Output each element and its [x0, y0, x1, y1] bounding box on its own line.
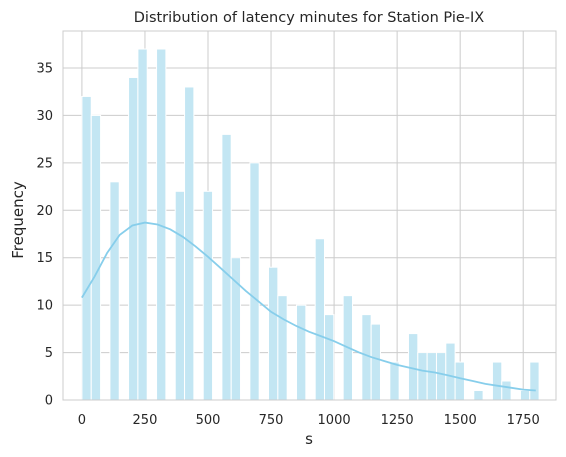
plot-frame	[62, 30, 557, 401]
plot-area: 0 250 500 750 1000 1250 1500 1750 0 5 10 15 20 25 30 35	[36, 30, 557, 428]
histogram-bar	[81, 95, 92, 401]
histogram-bar	[202, 190, 214, 401]
histogram-bar	[90, 114, 102, 401]
histogram-bar	[435, 352, 447, 401]
x-tick-label: 750	[259, 413, 284, 428]
y-tick-label: 5	[45, 346, 53, 361]
histogram-bar	[454, 361, 465, 401]
y-tick-label: 25	[36, 156, 53, 171]
histogram-bar	[296, 304, 307, 401]
y-tick-label: 0	[45, 394, 53, 409]
y-tick-label: 30	[36, 109, 53, 124]
histogram-bar	[426, 352, 437, 401]
histogram-bar	[221, 133, 232, 401]
x-tick-label: 1750	[507, 413, 540, 428]
histogram-bar	[473, 390, 484, 401]
chart-title: Distribution of latency minutes for Stat…	[134, 10, 485, 26]
x-axis-label: s	[305, 430, 313, 448]
y-tick-label: 35	[36, 61, 53, 76]
histogram-bar	[109, 181, 120, 401]
histogram-bar	[370, 323, 381, 401]
histogram-bar	[268, 266, 279, 401]
histogram-bar	[389, 361, 400, 401]
y-tick-label: 10	[36, 299, 53, 314]
histogram-bar	[324, 314, 335, 401]
x-tick-label: 1250	[381, 413, 414, 428]
histogram-bar	[277, 295, 288, 401]
x-tick-label: 0	[78, 413, 86, 428]
histogram-bar	[501, 380, 512, 401]
histogram-bar	[529, 361, 540, 401]
y-tick-label: 20	[36, 204, 53, 219]
histogram-bar	[174, 190, 186, 401]
histogram-bar	[314, 238, 326, 401]
x-tick-label: 500	[196, 413, 221, 428]
histogram-bar	[519, 390, 531, 401]
y-tick-label: 15	[36, 251, 53, 266]
histogram-bar	[445, 342, 456, 401]
histogram-bar	[128, 76, 139, 401]
histogram-bar	[407, 333, 419, 401]
kde-curve	[81, 221, 536, 392]
y-axis-label: Frequency	[9, 181, 27, 259]
x-tick-label: 250	[133, 413, 158, 428]
x-tick-label: 1000	[318, 413, 351, 428]
histogram-bar	[491, 361, 503, 401]
x-tick-label: 1500	[444, 413, 477, 428]
histogram-bar	[417, 352, 428, 401]
histogram-bar	[249, 162, 260, 401]
